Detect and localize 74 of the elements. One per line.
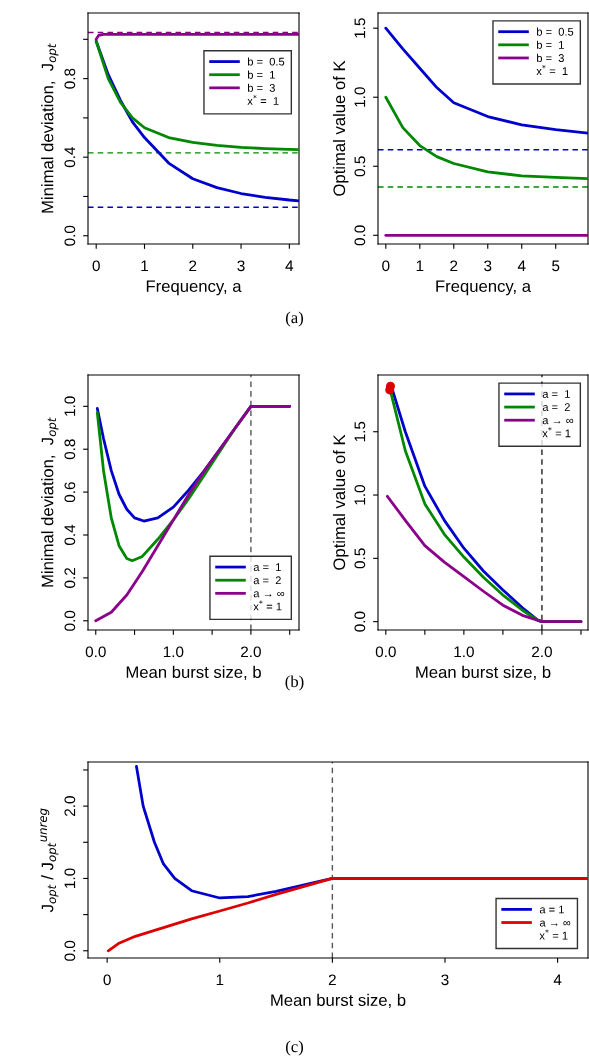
x-axis-title: Frequency, a — [436, 280, 532, 296]
x-tick-label: 4 — [517, 260, 526, 272]
x-tick-label: 1 — [416, 260, 424, 272]
y-axis-title: J$_{opt}$ / J$_{opt}$$^{unreg}$ — [40, 808, 59, 913]
annotation: x$^{*}$ = 1 — [542, 427, 571, 438]
y-tick-label: 0.4 — [64, 147, 76, 168]
y-tick-label: 1.5 — [354, 18, 366, 38]
legend-label: b = 1 — [248, 70, 275, 79]
y-tick-label: 1.0 — [64, 396, 76, 416]
legend-label: a → ∞ — [253, 591, 285, 598]
y-tick-label: 1.0 — [354, 485, 366, 505]
x-tick-label: 1.0 — [163, 646, 184, 658]
annotation: x$^{*}$ = 1 — [247, 94, 279, 105]
legend-label: b = 0.5 — [537, 27, 574, 36]
x-tick-label: 4 — [285, 260, 294, 272]
x-axis-title: Mean burst size, b — [126, 665, 261, 680]
legend-label: a = 2 — [253, 576, 281, 585]
y-tick-label: 2.0 — [64, 796, 76, 816]
x-tick-label: 0 — [103, 974, 111, 986]
legend-label: b = 3 — [248, 83, 275, 92]
legend-label: b = 1 — [537, 40, 564, 49]
y-tick-label: 0.0 — [64, 610, 76, 631]
x-tick-label: 0.0 — [85, 646, 106, 658]
x-axis-title: Frequency, a — [146, 280, 242, 296]
x-tick-label: 4 — [553, 974, 562, 986]
x-tick-label: 0 — [382, 260, 390, 272]
y-tick-label: 0.2 — [64, 568, 76, 588]
legend-label: b = 0.5 — [248, 57, 285, 66]
y-tick-label: 0.0 — [64, 225, 76, 246]
y-tick-label: 0.8 — [64, 439, 76, 460]
y-tick-label: 0.5 — [354, 156, 366, 177]
legend-label: b = 3 — [537, 53, 564, 62]
legend-label: a = 1 — [542, 390, 570, 398]
x-axis-title: Mean burst size, b — [271, 993, 406, 1008]
x-tick-label: 1 — [216, 974, 224, 986]
legend-label: a → ∞ — [539, 920, 571, 927]
x-tick-label: 5 — [552, 260, 560, 272]
legend-label: a = 2 — [542, 403, 570, 412]
x-tick-label: 3 — [484, 260, 492, 272]
x-axis-title: Mean burst size, b — [416, 665, 551, 680]
x-tick-label: 3 — [441, 974, 449, 986]
y-tick-label: 1.0 — [64, 868, 76, 888]
y-tick-label: 0.4 — [64, 524, 76, 546]
y-axis-title: Minimal deviation, J$_{opt}$ — [41, 417, 59, 587]
y-tick-label: 1.5 — [354, 421, 366, 442]
x-tick-label: 2 — [189, 260, 197, 272]
text: (a) — [285, 311, 304, 327]
x-tick-label: 0.0 — [375, 646, 396, 658]
text: (c) — [285, 1040, 304, 1056]
annotation: x$^{*}$ = 1 — [536, 64, 568, 75]
y-tick-label: 0.0 — [64, 940, 76, 961]
text: (b) — [285, 675, 304, 691]
y-tick-label: 0.5 — [354, 548, 366, 569]
y-tick-label: 0.8 — [64, 68, 76, 89]
y-tick-label: 0.6 — [64, 482, 76, 503]
x-tick-label: 2 — [450, 260, 458, 272]
y-tick-label: 1.0 — [354, 87, 366, 107]
y-axis-title: Optimal value of K — [332, 434, 349, 570]
x-tick-label: 3 — [237, 260, 245, 272]
x-tick-label: 1 — [141, 260, 148, 272]
legend-label: a → ∞ — [542, 418, 574, 425]
x-tick-label: 0 — [92, 260, 100, 272]
x-tick-label: 1.0 — [454, 646, 474, 658]
y-axis-title: Optimal value of K — [332, 60, 349, 196]
y-axis-title: Minimal deviation, J$_{opt}$ — [41, 43, 59, 213]
x-tick-label: 2.0 — [241, 646, 261, 658]
x-tick-label: 2.0 — [532, 646, 552, 658]
legend-label: a = 1 — [253, 563, 281, 572]
annotation: x$^{*}$ = 1 — [539, 929, 568, 940]
legend-label: a = 1 — [539, 905, 564, 914]
y-tick-label: 0.0 — [354, 611, 366, 632]
x-tick-label: 2 — [328, 974, 336, 986]
y-tick-label: 0.0 — [354, 225, 366, 246]
annotation: x$^{*}$ = 1 — [253, 600, 282, 611]
